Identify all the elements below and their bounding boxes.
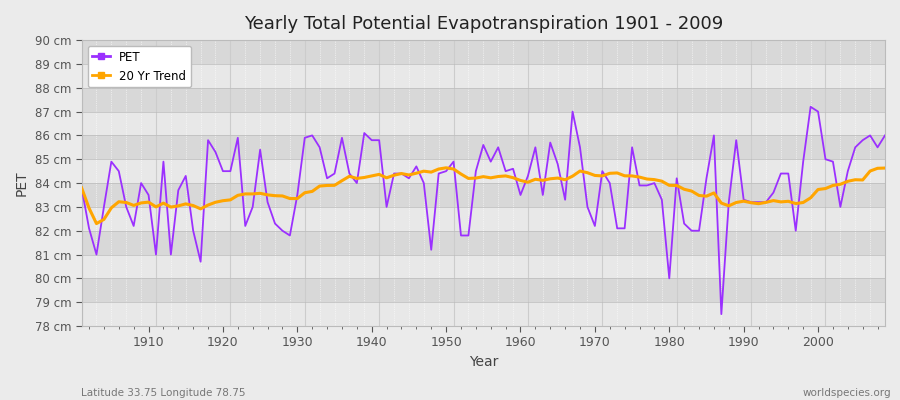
Legend: PET, 20 Yr Trend: PET, 20 Yr Trend xyxy=(87,46,191,87)
Bar xyxy=(82,136,885,159)
Title: Yearly Total Potential Evapotranspiration 1901 - 2009: Yearly Total Potential Evapotranspiratio… xyxy=(244,15,723,33)
Y-axis label: PET: PET xyxy=(15,170,29,196)
Bar xyxy=(82,302,885,326)
Bar xyxy=(82,159,885,183)
Bar xyxy=(82,278,885,302)
Bar xyxy=(82,40,885,64)
Bar xyxy=(82,207,885,231)
X-axis label: Year: Year xyxy=(469,355,498,369)
Text: Latitude 33.75 Longitude 78.75: Latitude 33.75 Longitude 78.75 xyxy=(81,388,246,398)
Text: worldspecies.org: worldspecies.org xyxy=(803,388,891,398)
Bar xyxy=(82,183,885,207)
Bar xyxy=(82,112,885,136)
Bar xyxy=(82,64,885,88)
Bar xyxy=(82,88,885,112)
Bar xyxy=(82,254,885,278)
Bar xyxy=(82,231,885,254)
